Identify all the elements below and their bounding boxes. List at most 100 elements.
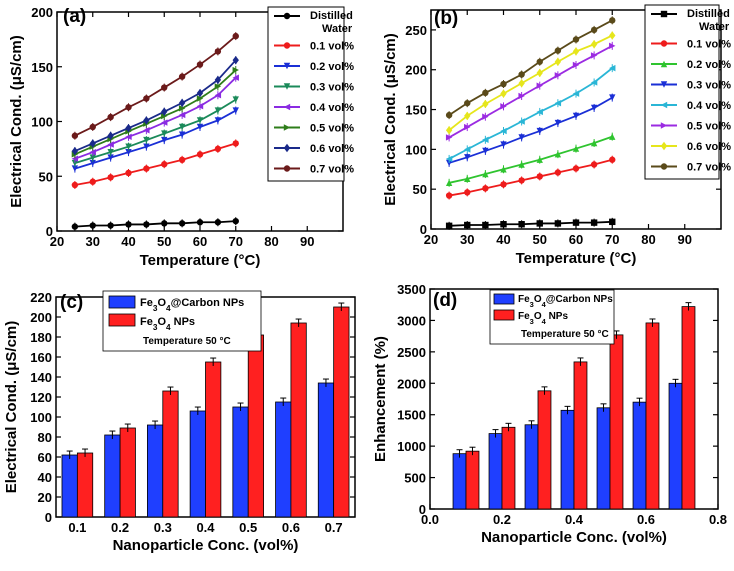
panel-b-data-point [609, 94, 616, 101]
panel-b-series-line [448, 67, 613, 160]
panel-b-data-point [500, 80, 507, 88]
panel-b-x-tick-label: 80 [641, 232, 655, 247]
panel-d-bar [632, 401, 647, 510]
panel-a-data-point [232, 55, 239, 65]
panel-c-y-tick-label: 160 [30, 350, 52, 365]
panel-a-data-point [71, 223, 79, 230]
panel-c-y-tick-label: 180 [30, 330, 52, 345]
panel-a-legend-marker [283, 42, 291, 49]
panel-c-bar [317, 382, 335, 518]
panel-a-y-tick-label: 200 [31, 5, 53, 20]
panel-a-legend-marker [283, 12, 291, 20]
panel-c-x-axis-title: Nanoparticle Conc. (vol%) [113, 537, 299, 554]
panel-a-data-point [71, 146, 79, 156]
panel-c-legend-swatch [108, 313, 136, 327]
panel-b-legend-marker [660, 101, 668, 109]
panel-b-data-point [572, 145, 580, 152]
panel-b-data-point [445, 111, 453, 119]
panel-a-legend [267, 6, 345, 182]
panel-d-legend-label: Fe3O4 NPs [518, 311, 568, 326]
panel-d-bar [681, 306, 696, 510]
panel-b-data-point [464, 146, 471, 153]
panel-a-data-point [196, 123, 204, 131]
panel-a-data-point [232, 96, 239, 103]
panel-b-x-tick-label: 60 [569, 232, 583, 247]
panel-a-series-line [74, 109, 237, 170]
panel-b-data-point [518, 161, 525, 168]
panel-b-data-point [590, 52, 598, 59]
panel-a-x-tick-label: 50 [157, 234, 171, 249]
panel-a-y-tick-label: 50 [39, 169, 53, 184]
panel-a-data-point [107, 148, 114, 156]
panel-b-x-tick-label: 90 [678, 232, 692, 247]
panel-a-data-point [161, 220, 168, 227]
panel-a-data-point [125, 143, 132, 150]
panel-a-data-point [89, 178, 96, 185]
panel-a-y-tick-label: 100 [31, 115, 53, 130]
panel-b-data-point [464, 154, 471, 161]
panel-d-y-tick-label: 0 [419, 502, 426, 517]
panel-b-data-point [482, 99, 489, 109]
panel-b-data-point [445, 222, 453, 230]
panel-label-a: (a) [63, 6, 87, 27]
panel-a-series-line [74, 98, 237, 164]
panel-d-bar [609, 334, 624, 510]
panel-d-bar [537, 390, 552, 510]
panel-c-bar [104, 434, 121, 518]
panel-a-data-point [143, 95, 150, 102]
panel-b-data-point [482, 221, 489, 229]
panel-d-y-tick-label: 2500 [397, 345, 426, 360]
panel-a-data-point [232, 74, 239, 81]
panel-b-data-point [518, 79, 525, 88]
panel-a-y-tick-label: 150 [31, 60, 53, 75]
panel-a-data-point [196, 88, 204, 98]
panel-a-data-point [107, 141, 114, 148]
panel-a-data-point [107, 154, 114, 161]
panel-b-data-point [554, 47, 562, 54]
panel-d-bar [596, 407, 611, 510]
panel-a-data-point [214, 107, 222, 114]
panel-label-d: (d) [433, 290, 458, 311]
panel-b-legend-label: 0.4 vol% [687, 100, 731, 112]
panel-b-data-point [518, 221, 525, 228]
panel-c-y-tick-label: 140 [30, 370, 52, 385]
panel-a-data-point [232, 107, 239, 114]
panel-b-data-point [464, 111, 471, 121]
panel-c-bar [61, 454, 78, 518]
panel-a-data-point [196, 151, 204, 158]
panel-b-data-point [554, 169, 562, 176]
panel-a-legend-marker [283, 83, 291, 90]
panel-a-data-point [89, 159, 96, 167]
panel-b-legend-label: 0.5 vol% [687, 121, 731, 133]
panel-b-data-point [482, 170, 489, 178]
panel-b-data-point [609, 64, 616, 72]
panel-a-legend-label: 0.5 vol% [310, 123, 354, 135]
panel-b-legend-label: 0.2 vol% [687, 59, 731, 71]
panel-b-series-line [448, 45, 613, 139]
panel-a-data-point [107, 222, 114, 229]
panel-d-bar [524, 424, 539, 510]
panel-b-y-tick-label: 0 [420, 222, 427, 237]
panel-b-data-point [609, 31, 616, 40]
panel-a-data-point [125, 104, 132, 111]
panel-b-data-point [536, 108, 543, 116]
panel-b-legend-marker [660, 81, 668, 88]
panel-a-data-point [214, 117, 222, 124]
panel-c-x-tick-label: 0.7 [325, 520, 343, 535]
panel-d-y-tick-label: 3000 [397, 313, 426, 328]
panel-a-series-line [74, 59, 237, 152]
panel-a-legend-marker [283, 165, 291, 172]
panel-c-y-tick-label: 200 [30, 310, 52, 325]
panel-a-legend-label: 0.4 vol% [310, 102, 354, 114]
panel-a-data-point [125, 133, 132, 141]
panel-a-x-tick-label: 40 [121, 234, 135, 249]
panel-b-data-point [445, 155, 453, 163]
panel-d-x-tick-label: 0.0 [421, 512, 439, 527]
panel-a-x-tick-label: 30 [86, 234, 100, 249]
panel-d-bar [465, 450, 480, 510]
panel-a-data-point [178, 156, 186, 164]
panel-a-legend-label: 0.6 vol% [310, 143, 354, 155]
panel-c-x-tick-label: 0.5 [239, 520, 257, 535]
